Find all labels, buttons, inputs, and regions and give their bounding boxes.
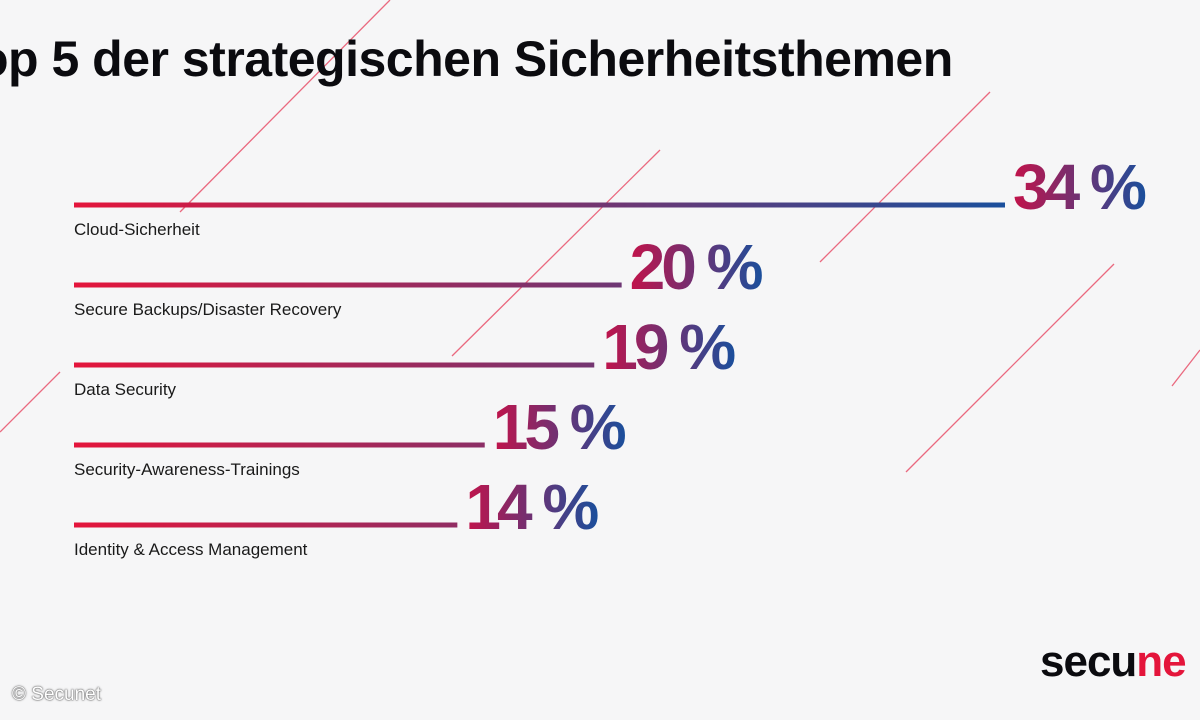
value-label-5: 14 %	[465, 471, 598, 543]
category-label-3: Data Security	[74, 380, 177, 399]
value-label-3: 19 %	[602, 311, 735, 383]
deco-line	[905, 263, 1115, 473]
value-label-1: 34 %	[1013, 151, 1146, 223]
deco-line	[819, 91, 991, 263]
secunet-logo: secune	[1040, 637, 1187, 686]
category-label-5: Identity & Access Management	[74, 540, 308, 559]
category-label-4: Security-Awareness-Trainings	[74, 460, 300, 479]
copyright-text: © Secunet	[12, 684, 101, 705]
deco-line	[0, 371, 61, 433]
deco-line	[451, 149, 661, 357]
category-label-1: Cloud-Sicherheit	[74, 220, 200, 239]
category-label-2: Secure Backups/Disaster Recovery	[74, 300, 342, 319]
deco-line	[179, 0, 391, 213]
value-label-2: 20 %	[630, 231, 763, 303]
chart-title: op 5 der strategischen Sicherheitsthemen	[0, 31, 953, 87]
value-label-4: 15 %	[493, 391, 626, 463]
deco-line	[1171, 349, 1200, 387]
